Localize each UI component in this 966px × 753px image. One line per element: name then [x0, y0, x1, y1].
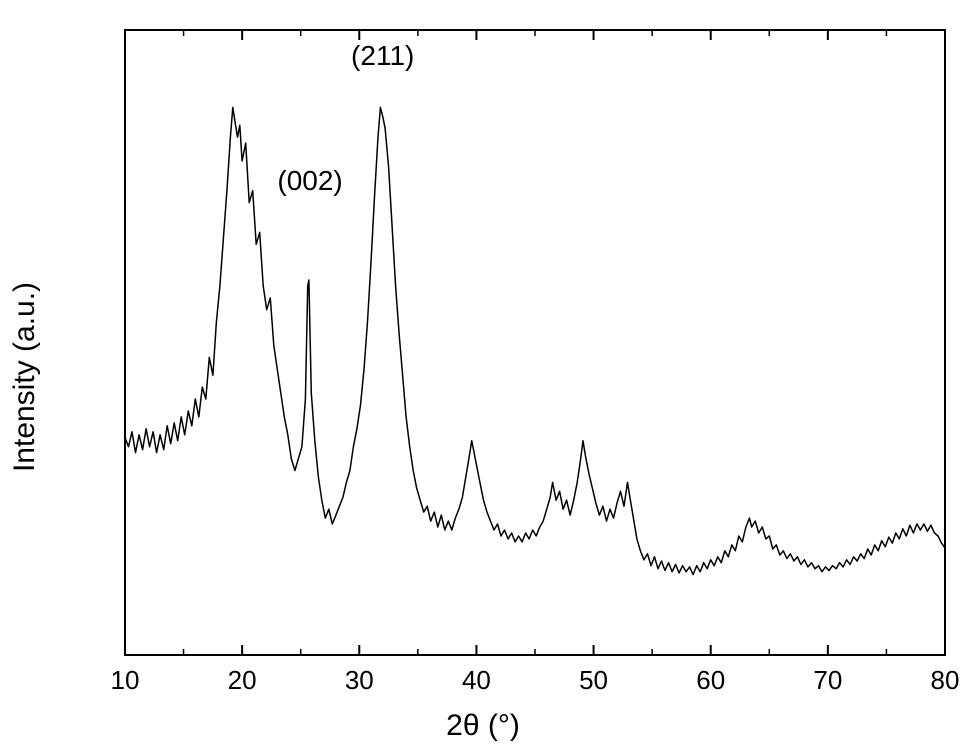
x-tick-label: 20: [228, 665, 257, 696]
x-tick-label: 80: [931, 665, 960, 696]
x-axis-label: 2θ (°): [446, 709, 520, 743]
y-axis-label: Intensity (a.u.): [8, 281, 42, 471]
x-tick-label: 10: [111, 665, 140, 696]
x-tick-label: 30: [345, 665, 374, 696]
x-tick-label: 40: [462, 665, 491, 696]
peak-label: (002): [277, 165, 342, 197]
peak-label: (211): [351, 40, 414, 72]
x-tick-label: 70: [813, 665, 842, 696]
x-tick-label: 50: [579, 665, 608, 696]
x-tick-label: 60: [696, 665, 725, 696]
chart-svg: [0, 0, 966, 753]
xrd-chart: 2θ (°) Intensity (a.u.) 10 20 30 40 50 60 70 80…: [0, 0, 966, 753]
